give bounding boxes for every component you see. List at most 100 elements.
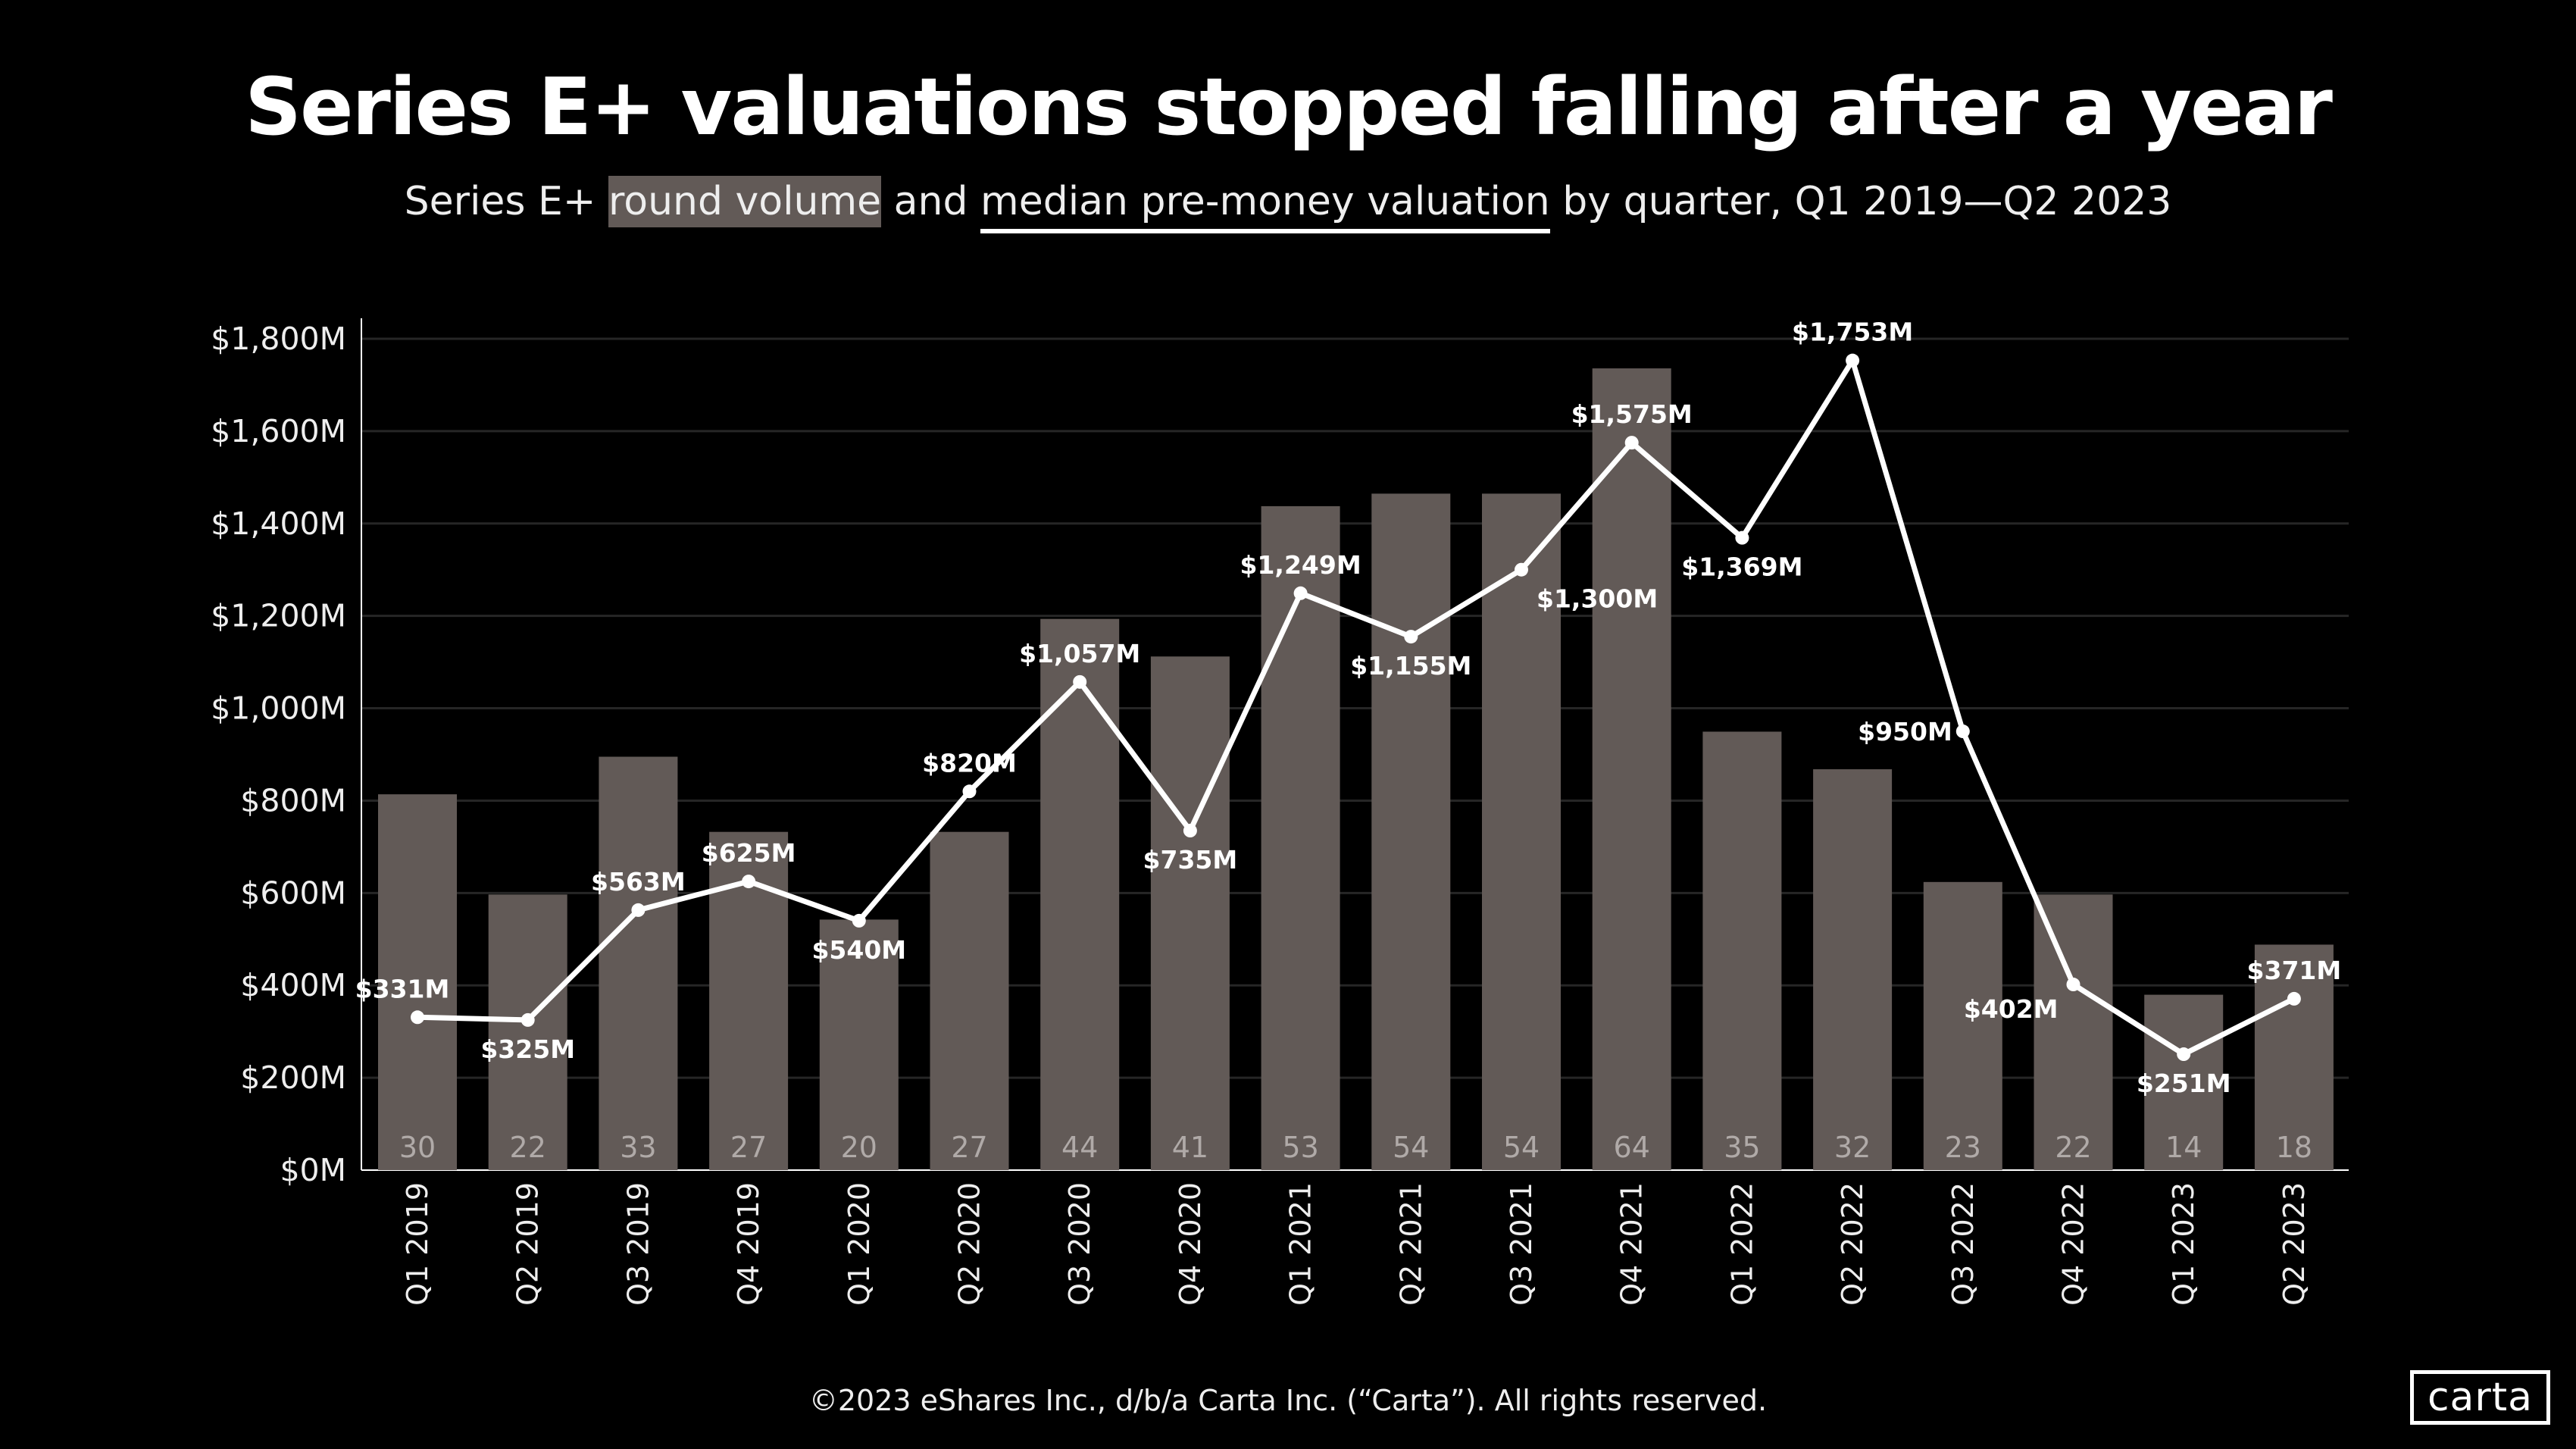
x-tick-label: Q4 2022 bbox=[2057, 1182, 2090, 1306]
chart-title: Series E+ valuations stopped falling aft… bbox=[245, 61, 2333, 153]
volume-bar bbox=[1371, 493, 1451, 1170]
y-tick-label: $1,800M bbox=[211, 321, 346, 357]
valuation-point bbox=[742, 875, 756, 889]
volume-count-label: 27 bbox=[730, 1131, 767, 1164]
volume-count-label: 44 bbox=[1061, 1131, 1098, 1164]
valuation-point bbox=[852, 913, 866, 928]
valuation-point bbox=[1404, 630, 1418, 644]
valuation-point bbox=[2287, 991, 2301, 1006]
valuation-data-label: $1,249M bbox=[1240, 550, 1361, 580]
volume-bar bbox=[488, 894, 567, 1170]
volume-count-label: 23 bbox=[1945, 1131, 1981, 1164]
y-tick-label: $400M bbox=[240, 967, 346, 1003]
volume-bar bbox=[1813, 769, 1893, 1170]
volume-bar bbox=[1592, 368, 1671, 1171]
volume-bar bbox=[1150, 656, 1230, 1170]
volume-count-label: 22 bbox=[2055, 1131, 2091, 1164]
volume-count-label: 33 bbox=[620, 1131, 656, 1164]
y-tick-label: $1,200M bbox=[211, 598, 346, 634]
y-tick-label: $0M bbox=[280, 1152, 346, 1188]
volume-count-label: 18 bbox=[2276, 1131, 2312, 1164]
x-tick-label: Q1 2023 bbox=[2167, 1182, 2200, 1306]
valuation-point bbox=[2177, 1047, 2191, 1062]
volume-bar bbox=[1702, 731, 1782, 1170]
valuation-point bbox=[1183, 824, 1197, 838]
x-tick-label: Q4 2021 bbox=[1615, 1182, 1649, 1306]
valuation-data-label: $325M bbox=[480, 1034, 575, 1064]
x-tick-label: Q1 2020 bbox=[843, 1182, 876, 1306]
valuation-point bbox=[1955, 724, 1970, 739]
y-tick-label: $1,000M bbox=[211, 690, 346, 727]
volume-bar bbox=[930, 831, 1009, 1170]
x-tick-label: Q3 2022 bbox=[1946, 1182, 1980, 1306]
volume-bar bbox=[2254, 944, 2334, 1170]
valuation-point bbox=[1624, 436, 1639, 450]
x-tick-label: Q2 2021 bbox=[1394, 1182, 1427, 1306]
valuation-data-label: $950M bbox=[1858, 717, 1952, 746]
volume-count-label: 14 bbox=[2165, 1131, 2202, 1164]
x-tick-label: Q4 2019 bbox=[732, 1182, 765, 1306]
valuation-data-label: $331M bbox=[355, 974, 450, 1003]
x-tick-label: Q3 2021 bbox=[1505, 1182, 1538, 1306]
valuation-data-label: $1,575M bbox=[1571, 399, 1693, 429]
copyright-footer: ©2023 eShares Inc., d/b/a Carta Inc. (“C… bbox=[808, 1384, 1768, 1417]
valuation-point bbox=[1073, 674, 1087, 689]
valuation-point bbox=[521, 1012, 535, 1027]
valuation-data-label: $1,300M bbox=[1537, 584, 1658, 614]
valuation-data-label: $1,753M bbox=[1792, 318, 1913, 347]
x-tick-label: Q2 2022 bbox=[1836, 1182, 1869, 1306]
x-tick-label: Q1 2022 bbox=[1725, 1182, 1758, 1306]
valuation-point bbox=[1293, 586, 1308, 600]
valuation-data-label: $1,155M bbox=[1350, 651, 1471, 681]
valuation-data-label: $1,369M bbox=[1681, 552, 1802, 582]
x-tick-label: Q2 2023 bbox=[2277, 1182, 2311, 1306]
subtitle-text: and bbox=[881, 179, 981, 224]
valuation-data-label: $735M bbox=[1143, 845, 1238, 875]
valuation-data-label: $402M bbox=[1964, 994, 2059, 1024]
volume-bar bbox=[1482, 493, 1561, 1170]
y-tick-label: $1,400M bbox=[211, 505, 346, 542]
x-tick-label: Q4 2020 bbox=[1174, 1182, 1207, 1306]
volume-count-label: 20 bbox=[841, 1131, 877, 1164]
y-tick-label: $800M bbox=[240, 782, 346, 818]
valuation-data-label: $540M bbox=[811, 935, 906, 965]
volume-count-label: 30 bbox=[399, 1131, 436, 1164]
volume-count-label: 27 bbox=[951, 1131, 987, 1164]
volume-count-label: 35 bbox=[1724, 1131, 1760, 1164]
volume-bar bbox=[1040, 618, 1120, 1170]
valuation-point bbox=[1735, 530, 1749, 545]
valuation-point bbox=[631, 903, 646, 917]
volume-count-label: 54 bbox=[1393, 1131, 1429, 1164]
valuation-point bbox=[962, 784, 977, 799]
valuation-data-label: $820M bbox=[922, 748, 1017, 778]
x-tick-label: Q2 2019 bbox=[511, 1182, 545, 1306]
valuation-data-label: $563M bbox=[591, 867, 686, 897]
x-tick-label: Q3 2019 bbox=[621, 1182, 655, 1306]
subtitle-bars-key: round volume bbox=[608, 176, 882, 227]
carta-logo: carta bbox=[2410, 1370, 2550, 1425]
y-tick-label: $1,600M bbox=[211, 413, 346, 449]
volume-bar bbox=[378, 794, 457, 1170]
valuation-data-label: $251M bbox=[2137, 1069, 2231, 1098]
volume-bar bbox=[2034, 894, 2113, 1170]
valuation-data-label: $371M bbox=[2247, 956, 2342, 985]
volume-bar bbox=[1261, 505, 1340, 1170]
valuation-point bbox=[2066, 978, 2080, 992]
valuation-point bbox=[1515, 562, 1528, 577]
x-tick-label: Q1 2021 bbox=[1284, 1182, 1318, 1306]
valuation-data-label: $1,057M bbox=[1019, 639, 1140, 668]
valuation-point bbox=[1846, 353, 1860, 368]
x-tick-label: Q1 2019 bbox=[401, 1182, 434, 1306]
valuation-point bbox=[411, 1010, 424, 1025]
volume-bar bbox=[599, 756, 678, 1170]
volume-bar bbox=[819, 919, 899, 1170]
x-tick-label: Q3 2020 bbox=[1063, 1182, 1096, 1306]
subtitle-line-key: median pre-money valuation bbox=[980, 179, 1550, 233]
volume-count-label: 32 bbox=[1834, 1131, 1871, 1164]
chart-subtitle: Series E+ round volume and median pre-mo… bbox=[0, 176, 2576, 233]
valuation-line bbox=[417, 358, 2296, 1057]
volume-count-label: 22 bbox=[510, 1131, 546, 1164]
volume-count-label: 64 bbox=[1614, 1131, 1650, 1164]
subtitle-text: Series E+ bbox=[404, 179, 609, 224]
